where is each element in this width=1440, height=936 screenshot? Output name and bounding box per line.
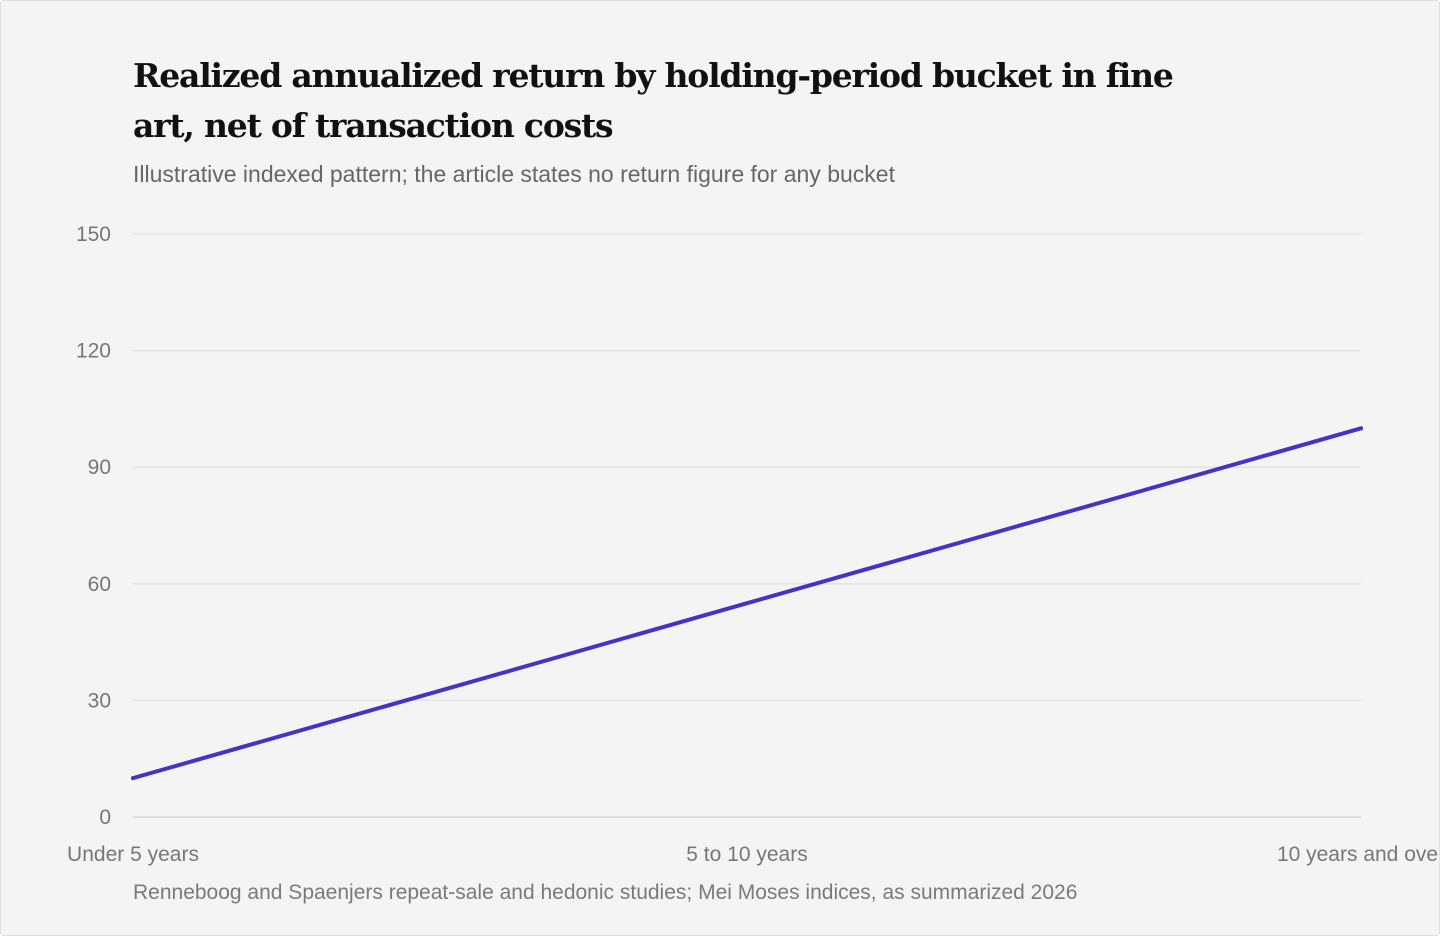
gridlines [133,233,1361,818]
series-layer [131,426,1363,781]
x-tick-label: Under 5 years [67,843,199,866]
chart-subtitle: Illustrative indexed pattern; the articl… [133,161,895,187]
data-point [131,776,135,781]
chart-source: Renneboog and Spaenjers repeat-sale and … [133,881,1078,904]
y-tick-label: 150 [76,223,111,246]
data-point [1359,426,1363,431]
chart-title: Realized annualized return by holding-pe… [133,56,1174,145]
y-tick-label: 0 [99,806,111,829]
x-tick-label: 10 years and over [1277,843,1440,866]
x-axis-ticks: Under 5 years 5 to 10 years 10 years and o… [67,843,1440,866]
y-tick-label: 120 [76,340,111,363]
y-tick-label: 30 [88,689,111,712]
x-tick-label: 5 to 10 years [686,843,807,866]
y-axis-ticks: 0 30 60 90 120 150 [76,223,111,829]
y-tick-label: 60 [88,573,111,596]
y-tick-label: 90 [88,456,111,479]
data-point [745,601,749,606]
